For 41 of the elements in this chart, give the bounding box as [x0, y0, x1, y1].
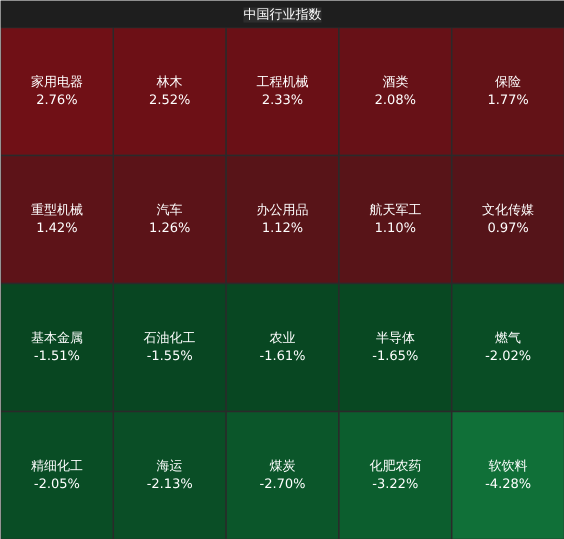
category-label: 重型机械 [30, 203, 83, 218]
category-label: 汽车 [156, 203, 183, 218]
data-label: -1.55% [146, 348, 193, 364]
category-label: 燃气 [495, 331, 522, 346]
data-label: -2.05% [34, 476, 80, 492]
data-label: -1.61% [260, 348, 306, 364]
category-label: 化肥农药 [369, 459, 422, 474]
category-label: 家用电器 [30, 74, 83, 90]
category-label: 航天军工 [369, 203, 422, 218]
category-label: 软饮料 [488, 459, 528, 474]
data-label: 1.10% [374, 220, 416, 236]
category-label: 酒类 [382, 75, 408, 90]
data-label: 2.33% [262, 92, 304, 108]
category-label: 基本金属 [30, 331, 83, 346]
category-label: 文化传媒 [482, 203, 534, 218]
data-label: 2.76% [36, 92, 78, 108]
data-label: 1.12% [262, 220, 304, 236]
category-label: 办公用品 [256, 203, 308, 218]
category-label: 煤炭 [270, 459, 296, 474]
data-label: 2.08% [374, 92, 416, 108]
data-label: -1.65% [372, 348, 418, 364]
data-label: -2.70% [260, 476, 306, 492]
category-label: 精细化工 [30, 459, 83, 474]
category-label: 海运 [156, 459, 183, 474]
data-label: -4.28% [485, 476, 532, 492]
data-label: -2.02% [485, 348, 532, 364]
data-label: 1.42% [36, 220, 78, 236]
data-label: -2.13% [146, 476, 193, 492]
data-label: -3.22% [372, 476, 418, 492]
category-label: 保险 [495, 75, 522, 90]
category-label: 石油化工 [144, 331, 196, 346]
category-label: 林木 [156, 75, 183, 90]
category-label: 农业 [270, 331, 296, 346]
category-label: 半导体 [376, 331, 415, 346]
data-label: 0.97% [487, 220, 529, 236]
data-label: 1.77% [487, 92, 529, 108]
text: 中国行业指数 [244, 8, 322, 22]
data-label: -1.51% [34, 348, 80, 364]
data-label: 1.26% [149, 220, 190, 236]
data-label: 2.52% [149, 92, 190, 108]
category-label: 工程机械 [256, 75, 308, 90]
